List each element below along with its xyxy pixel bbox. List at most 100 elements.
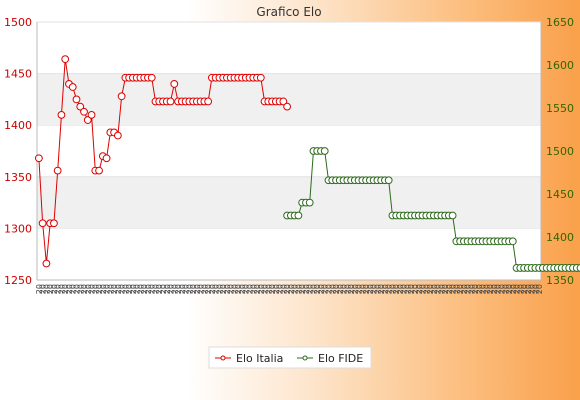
x-tick-label: 20 (494, 284, 503, 294)
data-point-elo-italia (50, 219, 58, 228)
data-point-elo-italia (256, 73, 265, 82)
x-tick-label: 20 (46, 284, 55, 294)
x-tick-label: 20 (287, 284, 296, 294)
x-tick-label: 20 (182, 284, 191, 294)
x-tick-label: 20 (321, 284, 330, 294)
x-tick-label: 20 (136, 284, 145, 294)
data-point-elo-italia (166, 97, 175, 106)
x-tick-label: 20 (279, 284, 288, 294)
data-point-elo-italia (38, 219, 47, 228)
x-tick-label: 20 (42, 284, 51, 294)
x-tick-label: 20 (69, 284, 78, 294)
x-tick-label: 20 (227, 284, 236, 294)
y-left-tick-label: 1450 (4, 68, 32, 81)
x-tick-label: 20 (392, 284, 401, 294)
x-tick-label: 20 (490, 284, 499, 294)
data-point-elo-italia (61, 55, 70, 64)
x-tick-label: 20 (520, 284, 529, 294)
data-point-elo-italia (87, 110, 96, 119)
x-tick-label: 20 (140, 284, 149, 294)
x-tick-label: 20 (185, 284, 194, 294)
x-tick-label: 20 (419, 284, 428, 294)
x-tick-label: 20 (80, 284, 89, 294)
data-point-elo-italia (72, 95, 81, 104)
x-tick-label: 20 (388, 284, 397, 294)
y-left-tick-label: 1400 (4, 119, 32, 132)
data-point-elo-italia (204, 97, 213, 106)
data-point-elo-fide (320, 147, 329, 155)
x-tick-label: 20 (215, 284, 224, 294)
x-tick-label: 20 (340, 284, 349, 294)
legend-marker-elo-italia (220, 355, 226, 361)
legend-marker-elo-fide (302, 355, 308, 361)
x-tick-label: 20 (219, 284, 228, 294)
x-tick-label: 20 (411, 284, 420, 294)
x-tick-label: 20 (276, 284, 285, 294)
x-tick-label: 20 (513, 284, 522, 294)
x-tick-label: 20 (110, 284, 119, 294)
x-tick-label: 20 (324, 284, 333, 294)
data-point-elo-italia (83, 116, 92, 124)
x-tick-label: 20 (200, 284, 209, 294)
legend-box (208, 346, 372, 369)
grid-band (37, 73, 541, 126)
chart-title: Grafico Elo (256, 5, 321, 19)
x-tick-label: 20 (283, 284, 292, 294)
x-tick-label: 20 (76, 284, 85, 294)
data-point-elo-fide (508, 237, 517, 246)
x-tick-label: 20 (528, 284, 537, 294)
data-point-elo-italia (76, 102, 85, 111)
y-right-tick-label: 1550 (546, 102, 574, 115)
x-tick-label: 20 (535, 284, 544, 294)
x-tick-label: 20 (430, 284, 439, 294)
x-tick-label: 20 (422, 284, 431, 294)
x-tick-label: 20 (475, 284, 484, 294)
data-point-elo-fide (384, 176, 393, 185)
x-tick-label: 20 (358, 284, 367, 294)
x-tick-label: 20 (238, 284, 247, 294)
x-tick-label: 20 (155, 284, 164, 294)
x-tick-label: 20 (121, 284, 130, 294)
data-point-elo-italia (42, 259, 51, 268)
data-point-elo-italia (283, 102, 292, 111)
data-point-elo-italia (95, 166, 103, 175)
x-tick-label: 20 (148, 284, 157, 294)
data-point-elo-italia (113, 131, 122, 140)
x-tick-label: 20 (415, 284, 424, 294)
x-tick-label: 20 (426, 284, 435, 294)
data-point-elo-fide (305, 198, 314, 207)
x-tick-label: 20 (54, 284, 63, 294)
data-point-elo-italia (57, 110, 66, 119)
x-tick-label: 20 (151, 284, 160, 294)
x-tick-label: 20 (498, 284, 507, 294)
x-tick-label: 20 (332, 284, 341, 294)
x-tick-label: 20 (261, 284, 270, 294)
x-tick-label: 20 (257, 284, 266, 294)
plot-area (37, 22, 541, 280)
x-tick-label: 20 (471, 284, 480, 294)
x-tick-label: 20 (230, 284, 239, 294)
x-tick-label: 20 (39, 284, 48, 294)
y-right-tick-label: 1650 (546, 16, 574, 29)
x-tick-label: 20 (445, 284, 454, 294)
x-tick-label: 20 (449, 284, 458, 294)
x-tick-label: 20 (103, 284, 112, 294)
x-tick-label: 20 (99, 284, 108, 294)
x-tick-label: 20 (317, 284, 326, 294)
y-right-tick-label: 1600 (546, 59, 574, 72)
data-point-elo-fide (294, 211, 303, 220)
x-tick-label: 20 (272, 284, 281, 294)
x-tick-label: 20 (351, 284, 360, 294)
data-point-elo-italia (53, 166, 62, 175)
x-tick-label: 20 (223, 284, 232, 294)
x-tick-label: 20 (347, 284, 356, 294)
x-tick-label: 20 (370, 284, 379, 294)
x-tick-label: 20 (400, 284, 409, 294)
x-tick-label: 20 (377, 284, 386, 294)
x-tick-label: 20 (479, 284, 488, 294)
x-tick-label: 20 (234, 284, 243, 294)
x-tick-label: 20 (467, 284, 476, 294)
x-tick-label: 20 (88, 284, 97, 294)
x-tick-label: 20 (242, 284, 251, 294)
